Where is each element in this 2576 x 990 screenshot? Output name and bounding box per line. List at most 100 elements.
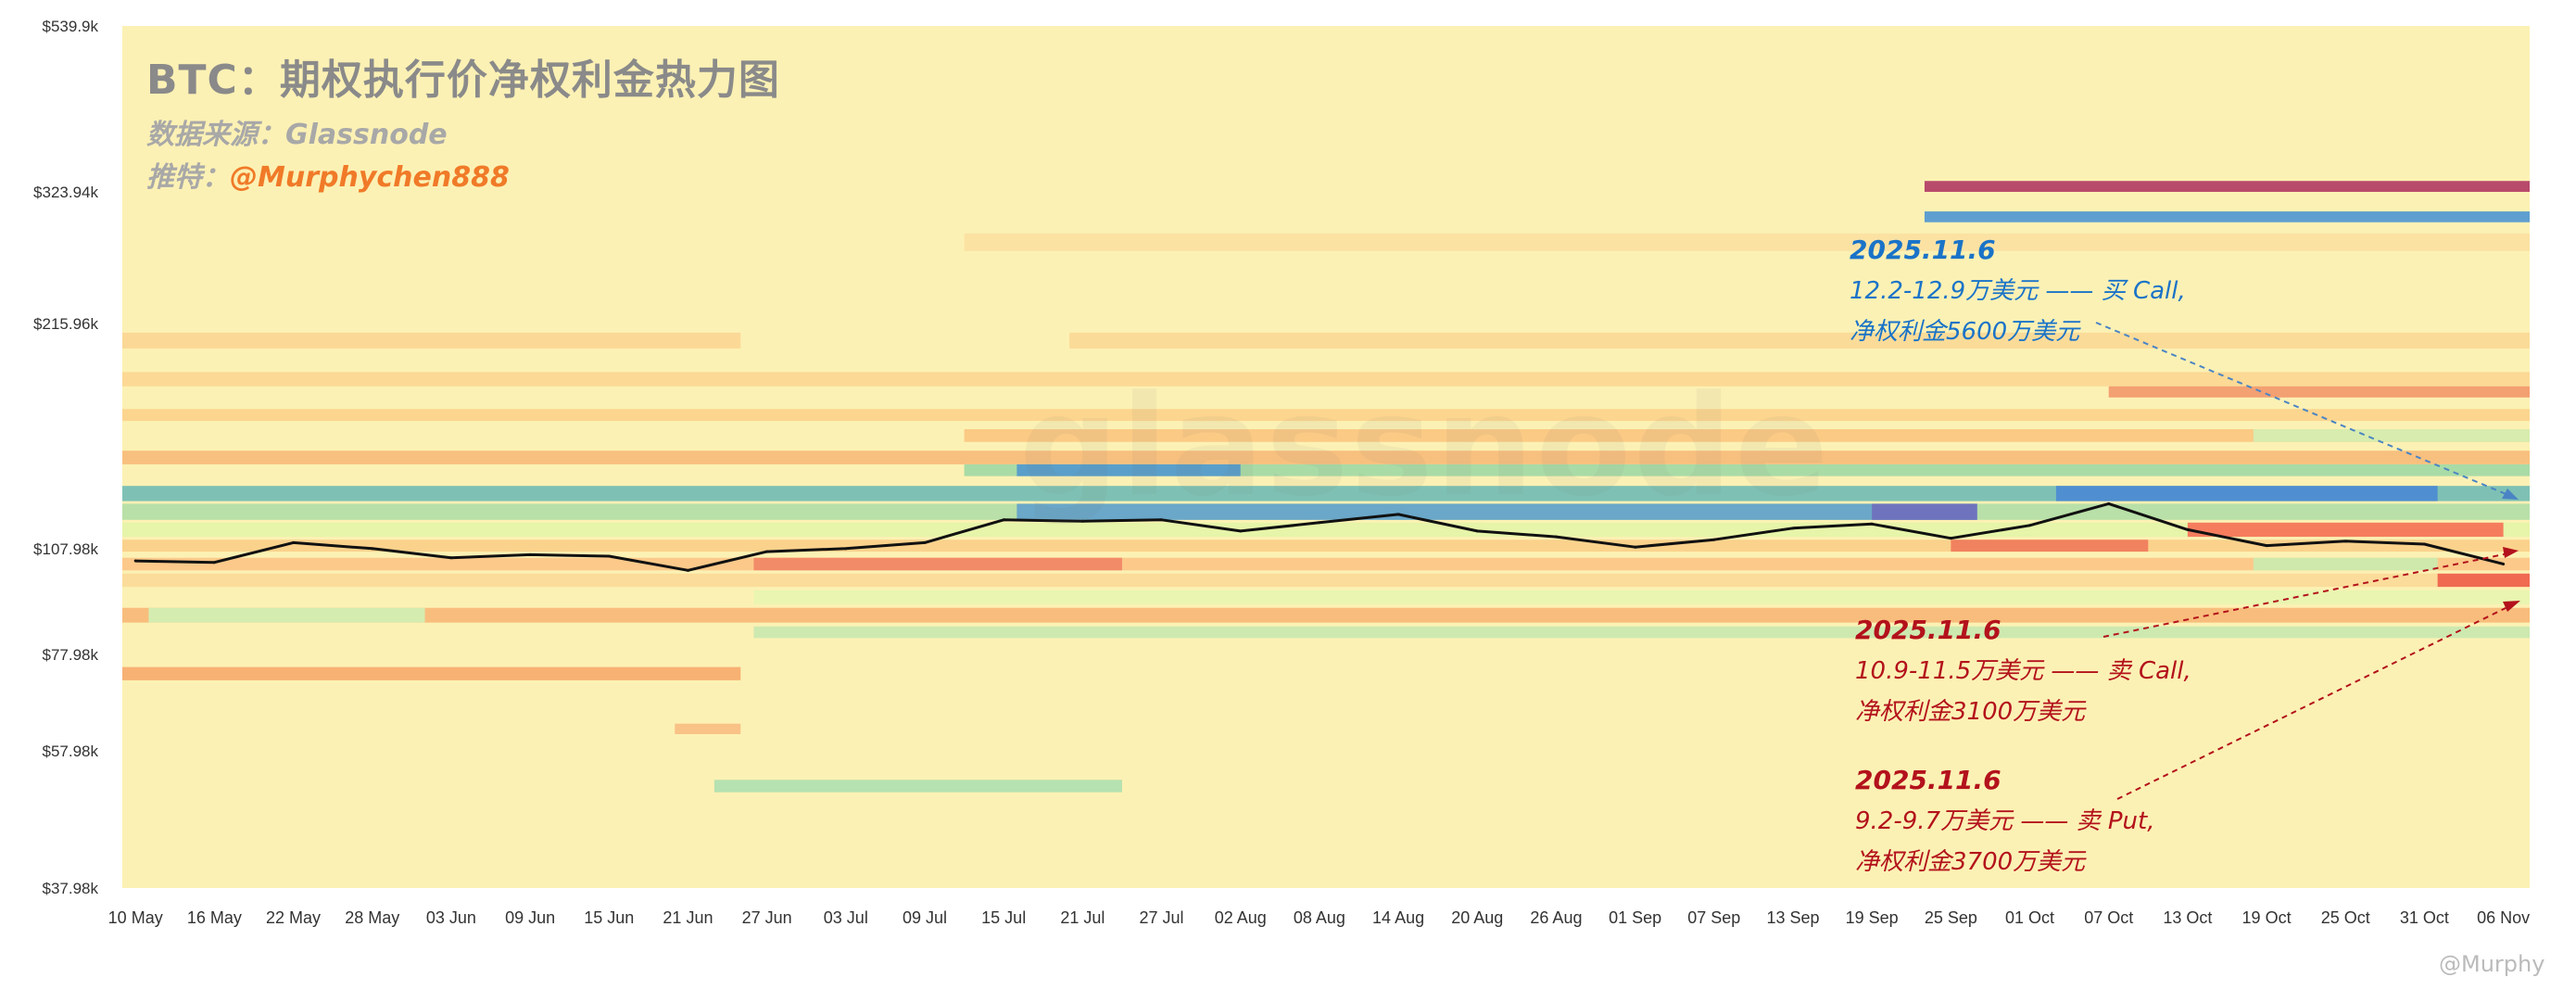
price-point (2422, 542, 2426, 546)
arrow-red-1-head (2503, 547, 2519, 558)
heatmap-band-6 (2108, 386, 2530, 398)
x-axis: 10 May 16 May 22 May 28 May 03 Jun 09 Jun 15 J… (108, 908, 2530, 927)
price-point (2107, 501, 2111, 505)
heatmap-band-26 (2437, 573, 2530, 588)
price-point (607, 554, 611, 558)
x-tick-label: 15 Jul (981, 908, 1026, 927)
price-point (765, 550, 769, 553)
heatmap-band-23 (753, 557, 1122, 571)
twitter-credit: 推特：@Murphychen888 (146, 154, 510, 195)
x-tick-label: 27 Jun (742, 908, 792, 927)
data-source: 数据来源：Glassnode (146, 119, 448, 151)
annotation-buy-call: 2025.11.6 12.2-12.9万美元 —— 买 Call, 净权利金56… (1850, 230, 2186, 352)
heatmap-band-16 (1017, 503, 1977, 520)
heatmap-band-32 (675, 723, 741, 734)
heatmap-band-17 (1872, 503, 1977, 520)
price-point (212, 561, 216, 565)
x-tick-label: 21 Jun (663, 908, 713, 927)
x-tick-label: 14 Aug (1372, 908, 1424, 927)
x-tick-label: 01 Sep (1609, 908, 1661, 927)
twitter-handle[interactable]: @Murphychen888 (230, 161, 510, 194)
price-point (2186, 527, 2190, 531)
annotation-date: 2025.11.6 (1855, 765, 2001, 795)
price-point (133, 559, 137, 563)
x-tick-label: 07 Sep (1687, 908, 1740, 927)
price-point (1554, 535, 1558, 539)
price-point (371, 547, 374, 551)
annotation-premium: 净权利金5600万美元 (1850, 318, 2080, 346)
annotation-premium: 净权利金3700万美元 (1855, 848, 2086, 876)
x-tick-label: 31 Oct (2400, 908, 2449, 927)
price-line-group (133, 501, 2506, 572)
heatmap-band-19 (2187, 522, 2504, 538)
heatmap-band-5 (122, 372, 2530, 387)
heatmap-band-13 (122, 486, 2530, 501)
x-tick-label: 13 Oct (2163, 908, 2212, 927)
price-point (1002, 518, 1005, 522)
annotation-sell-put: 2025.11.6 9.2-9.7万美元 —— 卖 Put, 净权利金3700万… (1855, 760, 2155, 882)
price-point (1318, 521, 1321, 525)
annotation-date: 2025.11.6 (1855, 615, 2001, 645)
x-tick-label: 28 May (345, 908, 399, 927)
price-point (1712, 538, 1716, 541)
price-point (1791, 527, 1795, 530)
heatmap-band-30 (753, 626, 2530, 639)
x-tick-label: 13 Sep (1766, 908, 1819, 927)
y-tick-label: $215.96k (33, 315, 98, 333)
heatmap-band-8 (964, 428, 2530, 442)
heatmap-band-11 (964, 463, 2530, 476)
price-point (528, 552, 532, 556)
price-point (923, 540, 927, 544)
price-point (2502, 562, 2506, 565)
x-tick-label: 26 Aug (1530, 908, 1582, 927)
heatmap-band-20 (122, 539, 2530, 552)
watermark: glassnode (1019, 366, 1831, 527)
x-tick-label: 16 May (187, 908, 242, 927)
x-tick-label: 06 Nov (2477, 908, 2530, 927)
price-point (1634, 545, 1637, 549)
price-point (449, 556, 453, 560)
heatmap-band-10 (122, 451, 2530, 464)
heatmap-band-7 (122, 409, 2530, 422)
y-tick-label: $37.98k (43, 880, 99, 897)
price-point (1239, 529, 1243, 533)
price-point (2265, 544, 2268, 548)
price-point (1080, 519, 1084, 523)
price-point (292, 540, 296, 544)
price-point (1475, 529, 1479, 533)
arrow-red-1 (2102, 552, 2514, 638)
heatmap-band-28 (122, 607, 2530, 623)
price-point (844, 547, 848, 551)
arrow-red-2-head (2503, 601, 2520, 612)
price-point (2028, 524, 2032, 527)
annotation-arrows (2095, 322, 2520, 800)
annotation-sell-call: 2025.11.6 10.9-11.5万美元 —— 卖 Call, 净权利金31… (1855, 610, 2191, 732)
heatmap-band-12 (1017, 463, 1241, 476)
x-tick-label: 20 Aug (1451, 908, 1503, 927)
heatmap-band-24 (2253, 557, 2438, 571)
arrow-blue-head (2502, 489, 2519, 500)
heatmap-band-22 (122, 557, 2530, 571)
heatmap-band-2 (964, 233, 2530, 251)
y-tick-label: $57.98k (43, 742, 99, 760)
heatmap-band-3 (122, 332, 741, 349)
heatmap-band-31 (122, 666, 741, 680)
x-tick-label: 10 May (108, 908, 163, 927)
x-tick-label: 27 Jul (1140, 908, 1184, 927)
x-tick-label: 01 Oct (2005, 908, 2054, 927)
annotation-premium: 净权利金3100万美元 (1855, 698, 2086, 726)
x-tick-label: 25 Sep (1925, 908, 1977, 927)
arrow-red-2 (2116, 603, 2514, 800)
heatmap-band-21 (1951, 539, 2149, 552)
heatmap-band-0 (1924, 181, 2530, 192)
heatmap-bands (122, 181, 2530, 793)
y-tick-label: $539.9k (43, 18, 99, 35)
x-tick-label: 21 Jul (1060, 908, 1105, 927)
price-point (1396, 513, 1400, 516)
author-logo: @Murphy (2439, 951, 2545, 977)
x-tick-label: 19 Oct (2242, 908, 2292, 927)
y-tick-label: $323.94k (33, 184, 98, 201)
heatmap-band-1 (1924, 211, 2530, 222)
twitter-prefix: 推特： (146, 161, 230, 194)
